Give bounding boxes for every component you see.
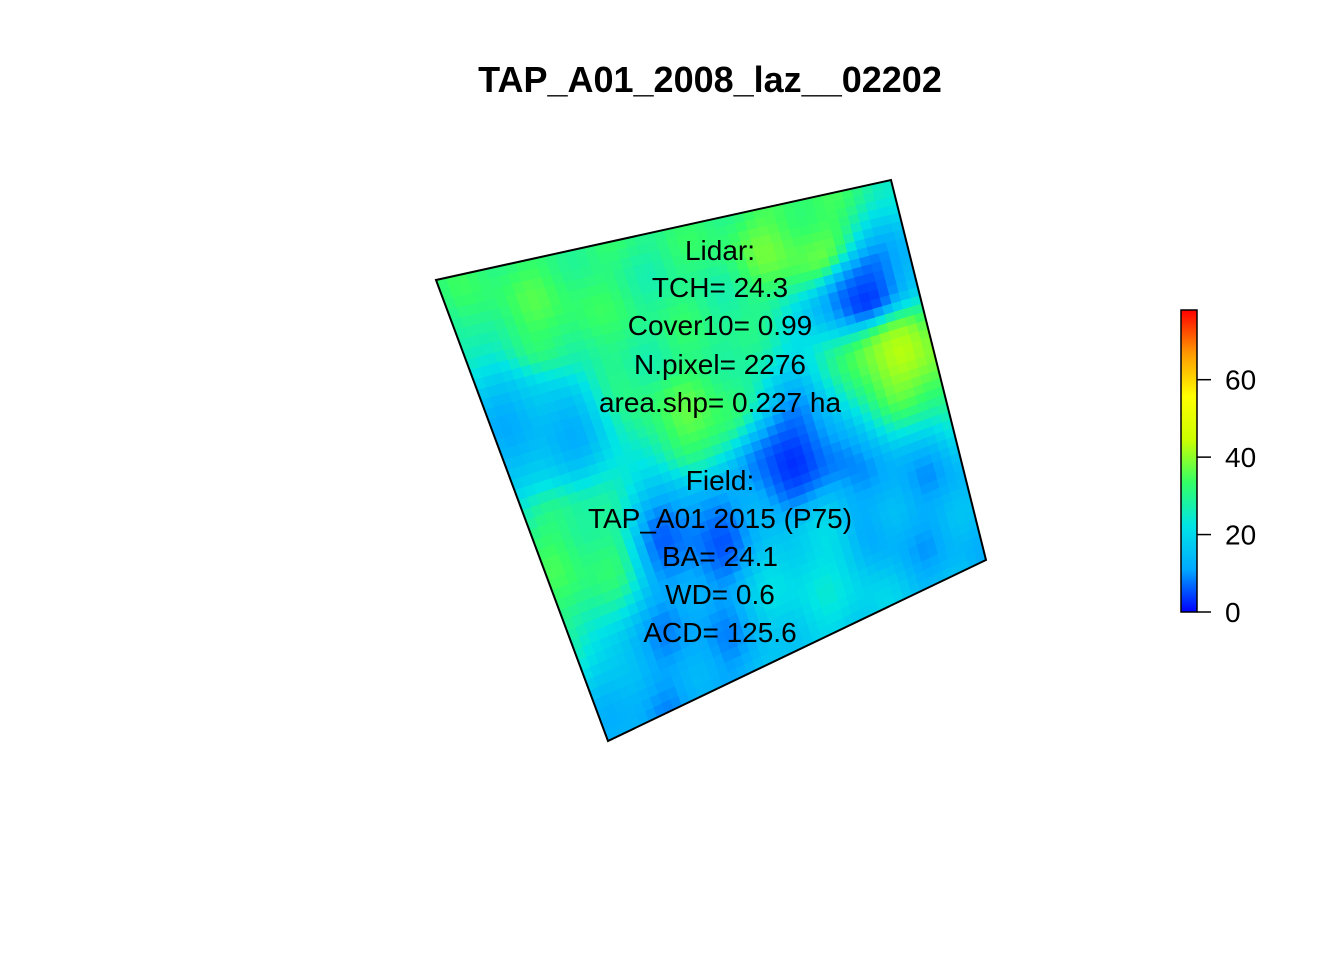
annot-wd: WD= 0.6 [665,579,775,610]
plot-boundary [434,178,988,743]
annot-plot-id: TAP_A01 2015 (P75) [588,503,852,534]
colorbar-gradient [1180,309,1198,613]
colorbar-tick-label: 0 [1225,597,1241,628]
annot-lidar-header: Lidar: [685,235,755,266]
annot-npixel: N.pixel= 2276 [634,349,806,380]
annot-cover10: Cover10= 0.99 [628,310,812,341]
annot-ba: BA= 24.1 [662,541,778,572]
annot-area: area.shp= 0.227 ha [599,387,842,418]
annot-field-header: Field: [686,465,754,496]
colorbar-tick-label: 20 [1225,520,1256,551]
colorbar-tick-label: 40 [1225,442,1256,473]
chart-title: TAP_A01_2008_laz__02202 [478,59,942,100]
annotation-block: Lidar: TCH= 24.3 Cover10= 0.99 N.pixel= … [588,235,852,648]
annot-tch: TCH= 24.3 [652,272,788,303]
colorbar-ticks: 0 20 40 60 [1197,365,1256,628]
colorbar: 0 20 40 60 [1180,309,1256,628]
colorbar-tick-label: 60 [1225,365,1256,396]
annot-acd: ACD= 125.6 [643,617,796,648]
